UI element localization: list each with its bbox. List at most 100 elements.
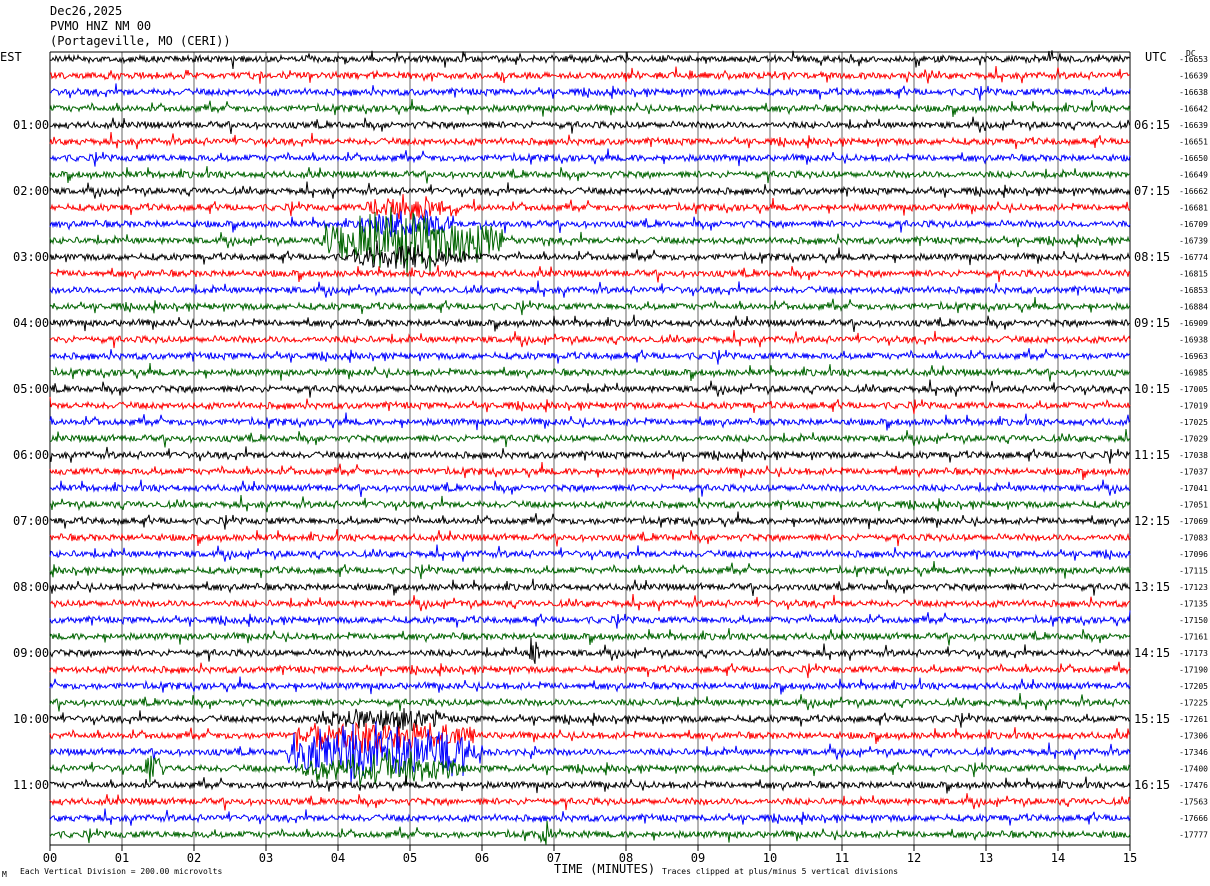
utc-hour-label: 12:15 [1134,514,1170,528]
est-hour-label: 09:00 [13,646,49,660]
station-code: PVMO HNZ NM 00 [50,19,152,33]
clip-note: Traces clipped at plus/minus 5 vertical … [662,867,899,876]
dc-offset-label: -17135 [1179,600,1208,609]
dc-offset-label: -17115 [1179,567,1208,576]
dc-offset-label: -16909 [1179,319,1208,328]
dc-offset-label: -16651 [1179,138,1208,147]
dc-offset-label: -17261 [1179,715,1208,724]
est-hour-label: 07:00 [13,514,49,528]
trace-line [49,98,1131,117]
trace-line [49,208,1131,237]
trace-line [49,676,1131,695]
dc-offset-label: -17205 [1179,682,1208,691]
dc-offset-label: -17666 [1179,814,1208,823]
est-hour-label: 11:00 [13,778,49,792]
trace-line [49,296,1131,316]
trace-line [49,637,1131,664]
est-hour-label: 08:00 [13,580,49,594]
trace-line [49,529,1131,547]
trace-line [49,240,1131,270]
trace-line [49,494,1131,513]
trace-line [49,721,1131,754]
x-tick-label: 03 [259,851,273,865]
trace-line [49,329,1131,349]
x-tick-label: 07 [547,851,561,865]
dc-offset-label: -16985 [1179,369,1208,378]
trace-line [49,181,1131,199]
est-axis-label: EST [0,50,22,64]
dc-offset-label: -17019 [1179,402,1208,411]
x-tick-label: 13 [979,851,993,865]
est-hour-label: 04:00 [13,316,49,330]
dc-offset-label: -16963 [1179,352,1208,361]
x-tick-label: 06 [475,851,489,865]
dc-offset-label: -17069 [1179,517,1208,526]
x-tick-label: 00 [43,851,57,865]
dc-offset-label: -16649 [1179,171,1208,180]
dc-offset-label: -17306 [1179,732,1208,741]
trace-line [49,131,1131,150]
station-location: (Portageville, MO (CERI)) [50,34,231,48]
x-tick-label: 04 [331,851,345,865]
trace-line [49,362,1131,382]
dc-label: DC [1186,49,1196,58]
dc-offset-label: -17041 [1179,484,1208,493]
dc-offset-label: -17005 [1179,385,1208,394]
trace-line [49,166,1131,184]
est-hour-label: 06:00 [13,448,49,462]
trace-line [49,265,1131,283]
trace-line [49,610,1131,629]
est-hour-label: 10:00 [13,712,49,726]
trace-line [49,396,1131,415]
trace-line [49,708,1131,736]
utc-hour-label: 13:15 [1134,580,1170,594]
dc-offset-label: -16853 [1179,286,1208,295]
dc-offset-label: -17037 [1179,468,1208,477]
dc-offset-label: -17029 [1179,435,1208,444]
trace-line [49,748,1131,787]
trace-line [49,314,1131,332]
dc-offset-label: -17777 [1179,831,1208,840]
trace-line [49,280,1131,298]
utc-hour-label: 16:15 [1134,778,1170,792]
x-tick-label: 12 [907,851,921,865]
dc-offset-label: -16709 [1179,220,1208,229]
utc-hour-label: 11:15 [1134,448,1170,462]
utc-hour-label: 15:15 [1134,712,1170,726]
trace-line [50,83,1131,101]
trace-line [49,544,1131,562]
dc-offset-label: -17096 [1179,550,1208,559]
dc-offset-label: -17150 [1179,616,1208,625]
trace-line [49,661,1131,679]
trace-line [49,511,1131,530]
trace-line [49,775,1131,794]
dc-offset-label: -17225 [1179,699,1208,708]
trace-line [49,461,1131,480]
dc-offset-label: -16638 [1179,88,1208,97]
x-tick-label: 15 [1123,851,1137,865]
trace-line [49,692,1131,712]
trace-line [49,148,1131,167]
x-tick-label: 08 [619,851,633,865]
est-hour-label: 03:00 [13,250,49,264]
dc-offset-label: -17190 [1179,666,1208,675]
dc-offset-label: -17346 [1179,748,1208,757]
trace-line [49,412,1131,431]
utc-hour-label: 07:15 [1134,184,1170,198]
dc-offset-label: -17476 [1179,781,1208,790]
trace-line [49,578,1131,596]
trace-line [49,116,1131,134]
trace-line [49,379,1131,398]
x-axis-title: TIME (MINUTES) [554,862,656,876]
est-hour-label: 02:00 [13,184,49,198]
trace-line [49,820,1131,845]
dc-offset-label: -16774 [1179,253,1208,262]
trace-line [49,479,1131,497]
trace-line [49,560,1131,580]
est-hour-label: 05:00 [13,382,49,396]
trace-line [49,194,1131,220]
dc-offset-label: -16662 [1179,187,1208,196]
dc-offset-label: -16884 [1179,303,1208,312]
dc-offset-label: -16815 [1179,270,1208,279]
